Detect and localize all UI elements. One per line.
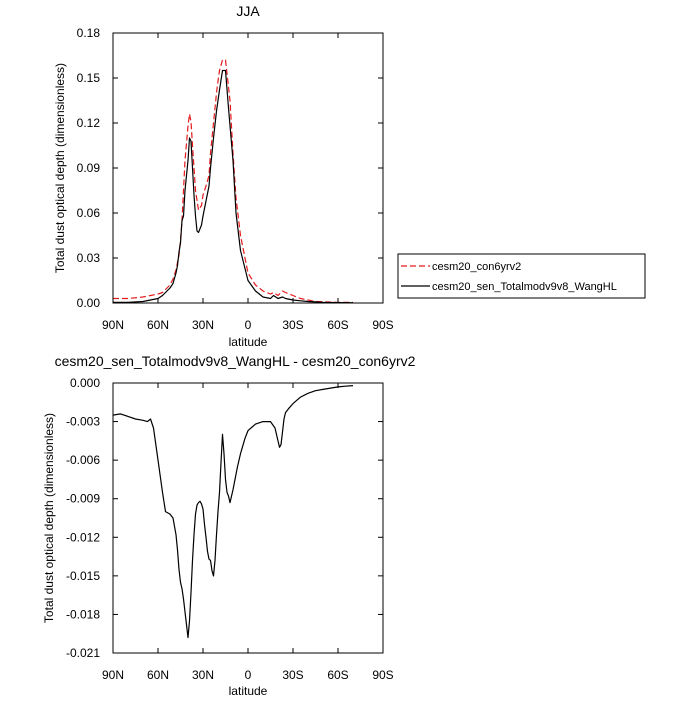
x-tick-label: 30N <box>192 318 214 332</box>
top-chart-curves <box>113 59 354 304</box>
x-tick-label: 0 <box>245 668 252 682</box>
bottom-chart-curves <box>112 385 354 639</box>
top-chart-y-axis-label: Total dust optical depth (dimensionless) <box>53 63 67 273</box>
y-tick-label: -0.015 <box>66 569 100 583</box>
y-tick-label: 0.00 <box>77 296 101 310</box>
y-tick-label: -0.018 <box>66 607 100 621</box>
x-tick-label: 30S <box>282 318 303 332</box>
y-tick-label: -0.006 <box>66 453 100 467</box>
bottom-chart-title: cesm20_sen_Totalmodv9v8_WangHL - cesm20_… <box>55 353 416 369</box>
legend-frame <box>397 253 646 299</box>
series-line-cesm20_con6yrv2 <box>113 59 353 303</box>
top-chart-legend: cesm20_con6yrv2 cesm20_sen_Totalmodv9v8_… <box>397 253 646 299</box>
legend-label-totalmodv9v8: cesm20_sen_Totalmodv9v8_WangHL <box>432 281 617 293</box>
bottom-chart-y-axis-label: Total dust optical depth (dimensionless) <box>42 413 56 623</box>
y-tick-label: 0.09 <box>77 161 101 175</box>
x-tick-label: 90S <box>372 668 393 682</box>
top-chart-x-axis-label: latitude <box>229 335 268 349</box>
x-tick-label: 60S <box>327 318 348 332</box>
bottom-chart-x-axis-label: latitude <box>229 684 268 698</box>
x-tick-label: 60S <box>327 668 348 682</box>
y-tick-label: -0.009 <box>66 492 100 506</box>
x-tick-label: 30S <box>282 668 303 682</box>
series-line-cesm20_sen_Totalmodv9v8_WangHL <box>113 69 354 304</box>
x-tick-label: 30N <box>192 668 214 682</box>
y-tick-label: 0.000 <box>70 376 100 390</box>
y-tick-label: -0.003 <box>66 415 100 429</box>
y-tick-label: 0.06 <box>77 206 101 220</box>
top-chart-y-ticks: 0.00 0.03 0.06 0.09 0.12 0.15 0.18 <box>77 26 383 310</box>
y-tick-label: -0.021 <box>66 646 100 660</box>
top-chart-x-ticks: 90N 60N 30N 0 30S 60S 90S <box>102 33 394 332</box>
legend-label-con6yrv2: cesm20_con6yrv2 <box>432 261 521 273</box>
y-tick-label: -0.012 <box>66 530 100 544</box>
y-tick-label: 0.18 <box>77 26 101 40</box>
top-chart-title: JJA <box>236 3 260 19</box>
top-chart-frame <box>112 32 384 304</box>
y-tick-label: 0.15 <box>77 71 101 85</box>
x-tick-label: 90S <box>372 318 393 332</box>
bottom-chart-y-ticks: 0.000 -0.003 -0.006 -0.009 -0.012 -0.015 -0.01… <box>66 376 383 660</box>
bottom-chart-frame <box>112 382 384 654</box>
x-tick-label: 90N <box>102 318 124 332</box>
y-tick-label: 0.12 <box>77 116 101 130</box>
x-tick-label: 60N <box>147 668 169 682</box>
x-tick-label: 0 <box>245 318 252 332</box>
top-line-chart: JJA 0.00 0.03 0.06 0.09 0.12 0.15 0.18 90N 60N 3… <box>53 3 394 349</box>
difference-series-line <box>112 385 354 639</box>
x-tick-label: 90N <box>102 668 124 682</box>
y-tick-label: 0.03 <box>77 251 101 265</box>
bottom-chart-x-ticks: 90N 60N 30N 0 30S 60S 90S <box>102 383 394 682</box>
x-tick-label: 60N <box>147 318 169 332</box>
bottom-line-chart: cesm20_sen_Totalmodv9v8_WangHL - cesm20_… <box>42 353 416 698</box>
